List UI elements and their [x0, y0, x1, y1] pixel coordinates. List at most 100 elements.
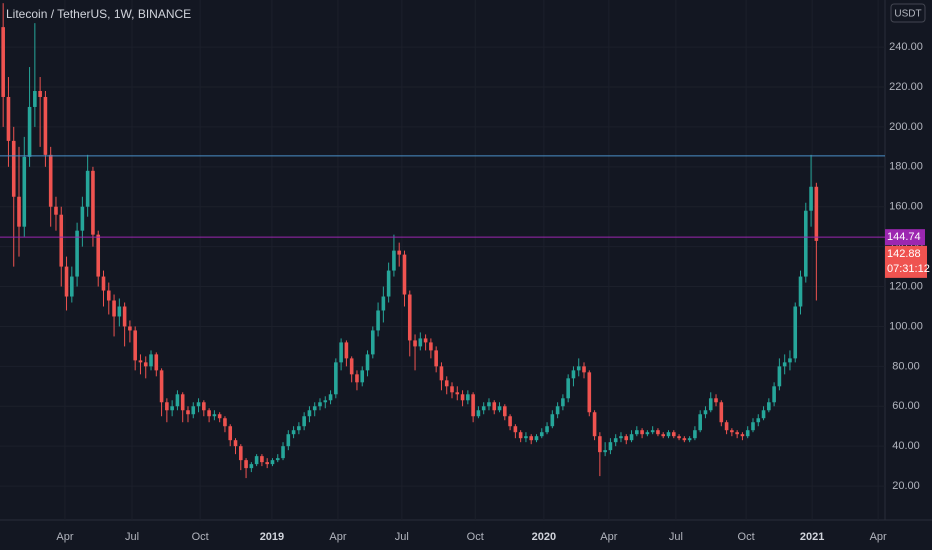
candle-body [1, 27, 5, 97]
currency[interactable]: USDT [894, 9, 921, 20]
x-tick-label: 2020 [532, 531, 556, 543]
candle-body [381, 296, 386, 311]
y-tick-label: 200.00 [889, 121, 923, 133]
axis: 20.0040.0060.0080.00100.00120.00140.0016… [56, 41, 929, 543]
candle-body [803, 210, 808, 277]
candle-body [133, 330, 137, 361]
candle-body [238, 446, 243, 461]
candle-body [48, 154, 53, 207]
candle-body [413, 340, 417, 347]
candle-body [85, 170, 90, 207]
candle-body [661, 434, 666, 437]
candle-body [265, 462, 269, 465]
candle-body [756, 418, 761, 423]
y-tick-label: 160.00 [889, 201, 923, 213]
candle-body [80, 206, 85, 231]
candle-body [513, 426, 518, 433]
candle-body [735, 432, 739, 435]
candle-body [793, 306, 798, 359]
candle-body [376, 310, 380, 331]
candle-body [207, 410, 211, 417]
candle-body [323, 400, 328, 403]
candle-body [429, 342, 433, 351]
candle-body [487, 402, 491, 407]
candle-body [117, 306, 122, 317]
y-tick-label: 180.00 [889, 161, 923, 173]
candle-body [128, 326, 132, 331]
price-label-box [885, 229, 925, 246]
candle-body [33, 90, 37, 107]
candle-body [138, 360, 143, 363]
candle-body [761, 410, 766, 419]
candle-body [777, 366, 782, 387]
candle-body [344, 342, 349, 359]
x-tick-label: Jul [395, 531, 409, 543]
candle-body [524, 436, 528, 439]
candle-body [217, 414, 222, 419]
candle-body [101, 276, 106, 291]
candle-body [497, 406, 502, 411]
candle-body [534, 436, 539, 441]
candle-body [740, 434, 745, 437]
candle-body [223, 418, 227, 427]
candle-body [91, 170, 95, 235]
candle-body [75, 230, 79, 277]
candle-body [455, 392, 460, 395]
candle-body [460, 394, 465, 401]
candle-body [286, 434, 291, 447]
candle-body [439, 366, 444, 381]
x-tick-label: Apr [870, 531, 887, 543]
candle-body [180, 394, 185, 411]
x-tick-label: 2019 [260, 531, 284, 543]
x-tick-label: Jul [125, 531, 139, 543]
candle-body [386, 270, 391, 297]
candle-body [619, 436, 623, 439]
candle-body [233, 440, 238, 447]
candle-body [370, 330, 375, 355]
candle-body [814, 186, 819, 241]
x-tick-label: Jul [669, 531, 683, 543]
candle-body [629, 434, 634, 441]
candle-body [751, 422, 755, 431]
candle-body [43, 96, 48, 155]
candle-body [106, 290, 111, 301]
y-tick-label: 40.00 [892, 440, 920, 452]
y-tick-label: 100.00 [889, 320, 923, 332]
candle-body [687, 438, 692, 441]
candle-body [476, 410, 481, 417]
candle-body [202, 402, 206, 411]
candle-body [170, 406, 174, 411]
candle-body [582, 366, 586, 373]
candle-body [175, 394, 180, 407]
x-tick-label: Apr [600, 531, 617, 543]
last-price-box [885, 245, 927, 278]
candle-body [598, 436, 602, 453]
candle-body [397, 250, 402, 255]
candle-body [698, 414, 702, 431]
currency-box[interactable] [890, 3, 926, 23]
candle-body [291, 430, 296, 435]
candle-body [249, 464, 254, 469]
candle-body [17, 196, 21, 227]
last-price: 142.88 [887, 248, 921, 260]
x-tick-label: Oct [192, 531, 209, 543]
candle-body [503, 406, 507, 417]
candle-body [392, 250, 396, 271]
candle-body [603, 450, 607, 453]
candle-body [270, 460, 275, 465]
candle-body [666, 432, 671, 437]
candle-body [6, 96, 11, 141]
candle-body [328, 394, 333, 401]
candle-body [244, 460, 248, 469]
x-tick-label: Oct [467, 531, 484, 543]
candle-body [112, 300, 116, 317]
candle-body [159, 370, 164, 403]
candle-body [54, 206, 58, 215]
candle-body [318, 402, 322, 407]
x-tick-label: Oct [738, 531, 755, 543]
y-tick-label: 80.00 [892, 360, 920, 372]
candle-body [545, 426, 549, 433]
candle-body [191, 406, 196, 415]
candle-body [196, 402, 201, 407]
